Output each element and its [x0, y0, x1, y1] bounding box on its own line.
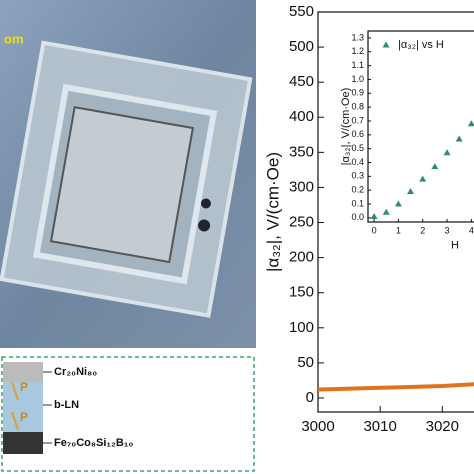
y-tick-label: 1.1 [351, 60, 364, 70]
x-tick-label: 3020 [426, 418, 459, 435]
y-tick-label: 0.6 [351, 129, 364, 139]
y-tick-label: 1.0 [351, 74, 364, 84]
y-tick-label: 250 [289, 213, 314, 230]
layer-label: Fe₇₀Co₈Si₁₂B₁₀ [54, 437, 133, 449]
y-tick-label: 550 [289, 3, 314, 20]
plot-frame [367, 30, 474, 223]
y-tick-label: 50 [297, 354, 314, 371]
data-point [407, 188, 415, 195]
y-tick-label: 0.3 [351, 171, 364, 181]
polarization-label: P [20, 410, 28, 424]
data-point [443, 149, 451, 156]
y-axis-label: |α₃₂|, V/(cm·Oe) [340, 88, 352, 166]
y-tick-label: 450 [289, 73, 314, 90]
data-point [370, 212, 378, 219]
layer-label: b-LN [54, 399, 79, 411]
x-tick-label: 1 [396, 225, 401, 235]
x-tick-label: 2 [420, 225, 425, 235]
data-line [317, 382, 474, 392]
y-tick-label: 0.7 [351, 115, 364, 125]
x-axis-label: H [451, 239, 459, 251]
y-tick-label: 0.4 [351, 157, 364, 167]
photo: om [0, 0, 256, 348]
x-tick-label: 3010 [363, 418, 396, 435]
y-tick-label: 0 [306, 389, 314, 406]
data-point [394, 200, 402, 207]
x-tick-label: 3000 [301, 418, 334, 435]
data-point [455, 135, 463, 142]
y-tick-label: 350 [289, 143, 314, 160]
y-tick-label: 0.2 [351, 185, 364, 195]
layer-label: Cr₂₀Ni₈₀ [54, 366, 97, 378]
data-point [431, 163, 439, 170]
legend-label: |α₃₂| vs H [398, 39, 444, 51]
y-tick-label: 100 [289, 319, 314, 336]
y-tick-label: 200 [289, 249, 314, 266]
x-tick-label: 3 [445, 225, 450, 235]
y-tick-label: 0.8 [351, 101, 364, 111]
y-tick-label: 300 [289, 178, 314, 195]
y-axis-label: |α₃₂|, V/(cm·Oe) [263, 152, 282, 272]
legend-marker [382, 41, 390, 48]
data-point [467, 120, 474, 127]
device [0, 40, 253, 318]
y-tick-label: 150 [289, 284, 314, 301]
y-tick-label: 0.9 [351, 88, 364, 98]
x-tick-label: 4 [469, 225, 474, 235]
y-tick-label: 0.0 [351, 212, 364, 222]
y-tick-label: 0.1 [351, 198, 364, 208]
y-tick-label: 500 [289, 38, 314, 55]
x-tick-label: 0 [372, 225, 377, 235]
polarization-label: P [20, 380, 28, 394]
y-tick-label: 0.5 [351, 143, 364, 153]
y-tick-label: 1.3 [351, 32, 364, 42]
data-point [382, 208, 390, 215]
y-tick-label: 1.2 [351, 46, 364, 56]
data-point [419, 175, 427, 182]
schematic: Cr₂₀Ni₈₀ b-LN Fe₇₀Co₈Si₁₂B₁₀ P P [1, 356, 255, 472]
y-tick-label: 400 [289, 108, 314, 125]
scale-label: om [4, 31, 24, 46]
